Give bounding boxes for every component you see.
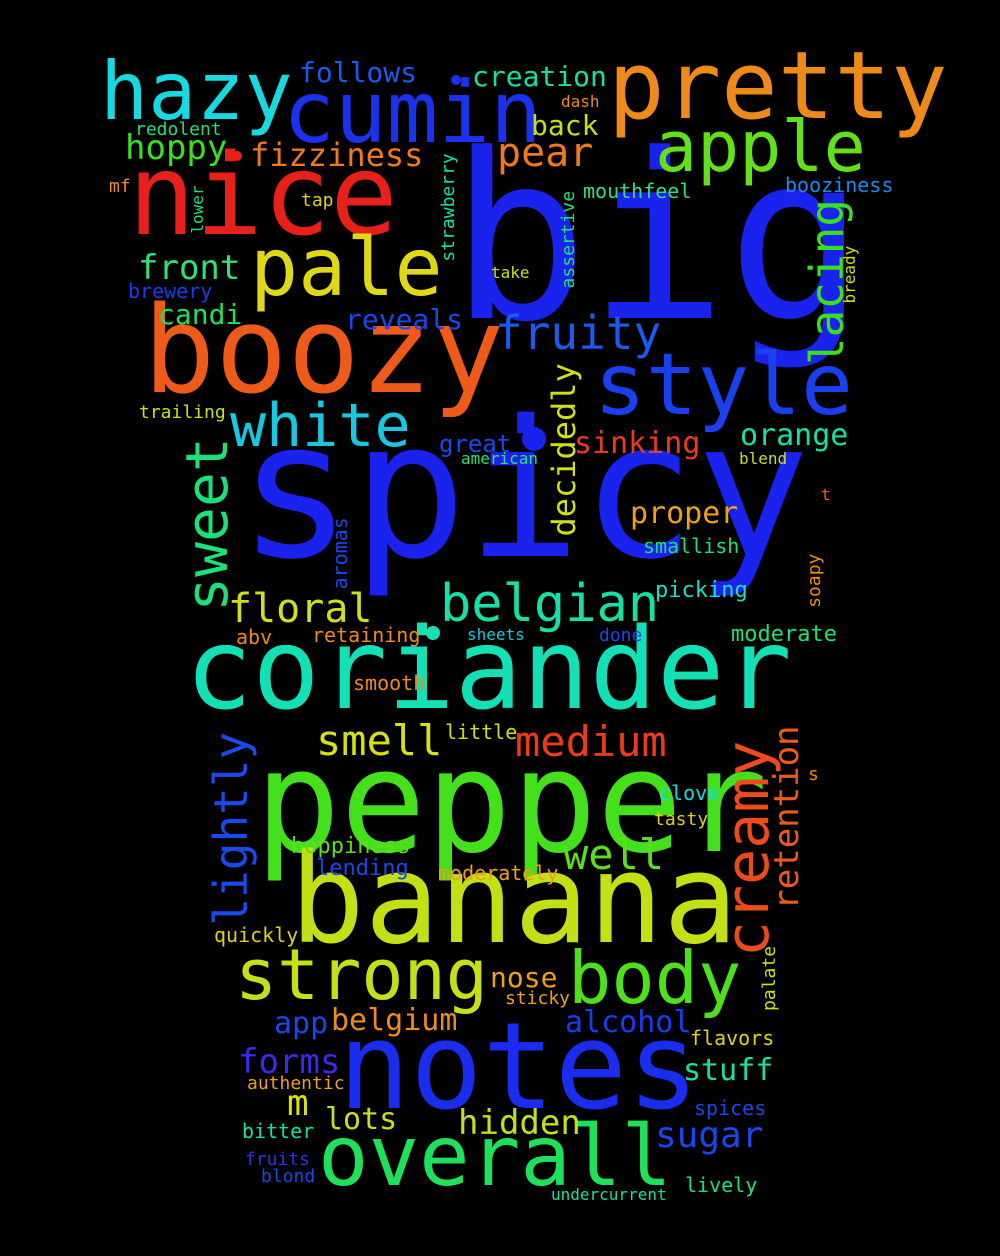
word-moderately: moderately bbox=[438, 861, 559, 885]
word-dash: dash bbox=[561, 92, 600, 111]
word-booziness: booziness bbox=[785, 173, 894, 197]
word-forms: forms bbox=[238, 1042, 341, 1082]
word-soapy: soapy bbox=[804, 553, 825, 608]
word-hidden: hidden bbox=[458, 1103, 581, 1143]
word-strawberry: strawberry bbox=[438, 153, 459, 262]
word-lightly: lightly bbox=[204, 731, 258, 926]
word-hazy: hazy bbox=[100, 45, 293, 138]
word-hoppy: hoppy bbox=[125, 128, 228, 168]
word-fizziness: fizziness bbox=[250, 136, 424, 174]
word-fruity: fruity bbox=[495, 306, 662, 360]
word-lending: lending bbox=[316, 856, 409, 881]
word-undercurrent: undercurrent bbox=[551, 1185, 667, 1204]
word-moderate: moderate bbox=[731, 622, 837, 647]
glyph-dot bbox=[426, 626, 440, 640]
word-app: app bbox=[274, 1006, 329, 1041]
word-pear: pear bbox=[497, 130, 594, 176]
word-assertive: assertive bbox=[558, 190, 579, 289]
word-clove: clove bbox=[659, 781, 720, 805]
word-sugar: sugar bbox=[655, 1115, 764, 1156]
word-lots: lots bbox=[325, 1102, 398, 1137]
word-banana: banana bbox=[290, 828, 738, 972]
word-great: great bbox=[439, 430, 512, 458]
word-creation: creation bbox=[472, 60, 607, 93]
word-smallish: smallish bbox=[643, 534, 740, 558]
word-well: well bbox=[563, 830, 665, 879]
word-big: big bbox=[450, 106, 866, 373]
word-flavors: flavors bbox=[690, 1026, 775, 1050]
word-notes: notes bbox=[338, 998, 700, 1137]
word-candi: candi bbox=[158, 298, 243, 331]
word-little: little bbox=[445, 720, 518, 744]
glyph-dot bbox=[522, 427, 546, 451]
word-belgian: belgian bbox=[440, 574, 660, 634]
word-pale: pale bbox=[250, 221, 443, 314]
word-smell: smell bbox=[316, 716, 443, 765]
word-mf: mf bbox=[109, 176, 131, 197]
word-style: style bbox=[594, 335, 853, 435]
word-belgium: belgium bbox=[331, 1003, 458, 1038]
word-redolent: redolent bbox=[135, 119, 222, 140]
word-retention: retention bbox=[767, 725, 807, 910]
word-back: back bbox=[531, 109, 599, 142]
word-alcohol: alcohol bbox=[565, 1005, 692, 1040]
word-hoppiness: hoppiness bbox=[291, 834, 411, 859]
word-proper: proper bbox=[630, 496, 739, 531]
word-nose: nose bbox=[490, 961, 558, 994]
word-follows: follows bbox=[299, 56, 418, 89]
word-bitter: bitter bbox=[242, 1119, 315, 1143]
word-floral: floral bbox=[228, 586, 373, 632]
word-aromas: aromas bbox=[328, 517, 352, 590]
word-coriander: coriander bbox=[185, 605, 792, 735]
word-sheets: sheets bbox=[467, 625, 525, 644]
word-trailing: trailing bbox=[139, 402, 226, 423]
word-overall: overall bbox=[318, 1107, 673, 1205]
word-orange: orange bbox=[740, 418, 849, 453]
word-quickly: quickly bbox=[214, 923, 299, 947]
word-cumin: cumin bbox=[283, 63, 542, 163]
word-tap: tap bbox=[301, 190, 334, 211]
word-spices: spices bbox=[694, 1096, 767, 1120]
word-pretty: pretty bbox=[608, 32, 948, 141]
word-m: m bbox=[287, 1083, 309, 1124]
word-nice: nice bbox=[128, 131, 398, 261]
word-pepper: pepper bbox=[255, 720, 768, 885]
word-lower: lower bbox=[188, 185, 207, 234]
word-american: american bbox=[461, 449, 539, 468]
word-done: done bbox=[599, 625, 643, 646]
word-stuff: stuff bbox=[683, 1053, 774, 1088]
word-palate: palate bbox=[759, 945, 780, 1011]
word-sinking: sinking bbox=[574, 426, 701, 461]
word-front: front bbox=[138, 248, 241, 288]
word-white: white bbox=[230, 391, 411, 461]
word-spicy: spicy bbox=[238, 380, 810, 601]
word-medium: medium bbox=[515, 717, 667, 766]
word-abv: abv bbox=[236, 625, 273, 649]
word-retaining: retaining bbox=[312, 623, 421, 647]
word-apple: apple bbox=[655, 106, 866, 188]
glyph-dot bbox=[232, 151, 242, 161]
word-blend: blend bbox=[739, 449, 788, 468]
word-mouthfeel: mouthfeel bbox=[583, 179, 692, 203]
word-lively: lively bbox=[685, 1173, 758, 1197]
glyph-dot bbox=[451, 75, 461, 85]
word-body: body bbox=[568, 936, 742, 1020]
word-reveals: reveals bbox=[345, 303, 464, 336]
word-boozy: boozy bbox=[143, 282, 505, 421]
word-authentic: authentic bbox=[247, 1073, 345, 1094]
word-picking: picking bbox=[655, 578, 748, 603]
word-fruits: fruits bbox=[245, 1149, 311, 1170]
word-brewery: brewery bbox=[128, 279, 213, 303]
word-s: s bbox=[808, 764, 819, 785]
word-tasty: tasty bbox=[654, 809, 709, 830]
word-sticky: sticky bbox=[505, 988, 571, 1009]
word-strong: strong bbox=[235, 934, 488, 1016]
word-take: take bbox=[491, 263, 530, 282]
word-smooth: smooth bbox=[353, 671, 426, 695]
word-t: t bbox=[821, 485, 831, 504]
word-blond: blond bbox=[261, 1166, 316, 1187]
word-bready: bready bbox=[840, 245, 859, 304]
